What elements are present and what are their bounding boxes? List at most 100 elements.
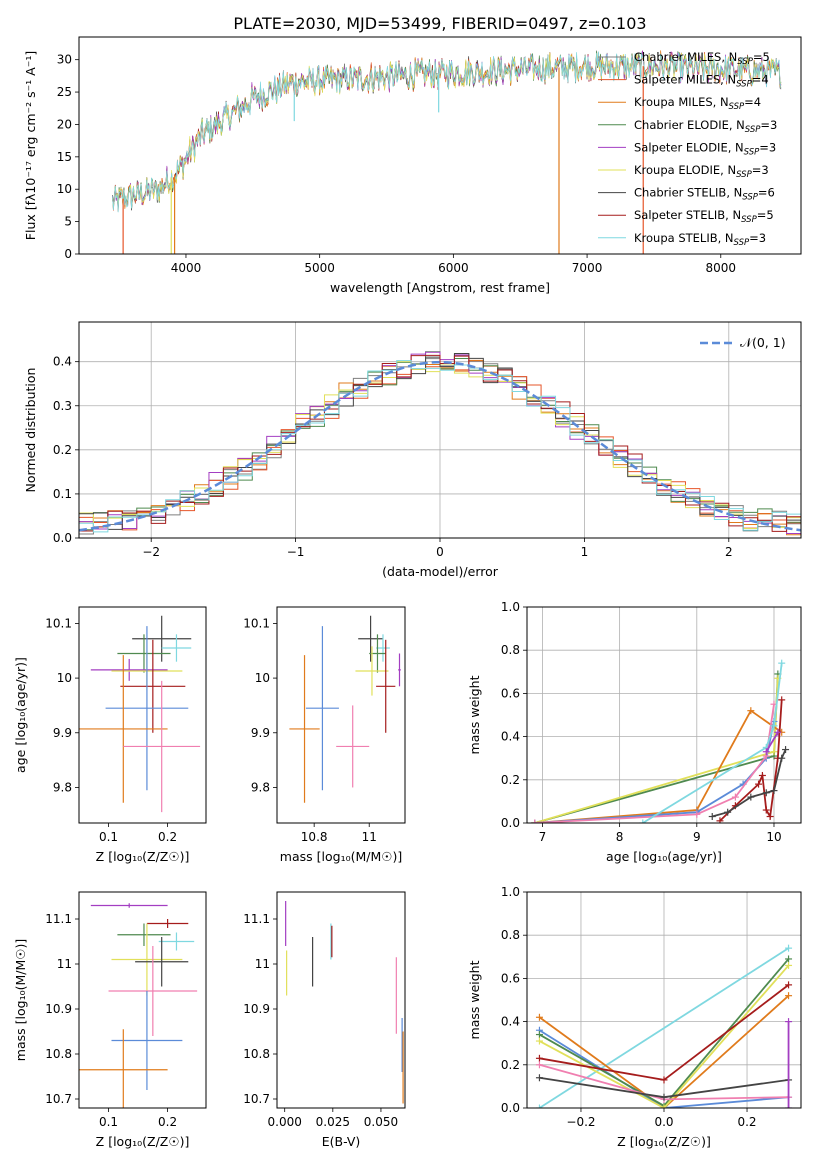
y-axis-label: mass weight <box>467 960 482 1039</box>
legend-entry: Salpeter STELIB, NSSP=5 <box>634 208 774 225</box>
y-axis-label: mass [log₁₀(M/M☉)] <box>13 939 28 1061</box>
legend-entry: Salpeter ELODIE, NSSP=3 <box>634 140 776 157</box>
x-tick-label: 0.000 <box>268 1115 302 1129</box>
panel-residuals: −2 −1 0 1 2 0.0 0.1 0.2 0.3 0.4 (data-model)/error… <box>23 321 802 579</box>
y-axis-label: Flux [fλ10⁻¹⁷ erg cm⁻² s⁻¹ A⁻¹] <box>23 51 38 240</box>
x-axis-label: (data-model)/error <box>382 564 499 579</box>
x-tick-label: −1 <box>287 545 305 559</box>
x-tick-label: 8 <box>616 830 624 844</box>
y-tick-label: 10.9 <box>45 1002 72 1016</box>
weight-line-4 <box>539 964 790 1108</box>
axes-frame <box>78 321 802 539</box>
y-tick-label: 10.8 <box>45 1047 72 1061</box>
legend-entry: Kroupa ELODIE, NSSP=3 <box>634 163 769 180</box>
y-tick-label: 25 <box>57 85 72 99</box>
y-tick-label: 0.8 <box>501 643 520 657</box>
legend-entry: 𝒩(0, 1) <box>740 335 786 350</box>
x-tick-label: 6000 <box>438 261 469 275</box>
axes-frame <box>78 606 207 824</box>
x-axis-label: wavelength [Angstrom, rest frame] <box>330 280 550 295</box>
x-tick-label: −2 <box>142 545 160 559</box>
axes-frame <box>276 606 406 824</box>
histogram-8 <box>79 360 801 538</box>
y-tick-label: 0.3 <box>53 399 72 413</box>
y-tick-label: 5 <box>64 215 72 229</box>
y-tick-label: 10.9 <box>243 1002 270 1016</box>
x-tick-label: 10.8 <box>301 830 328 844</box>
x-tick-label: 0.2 <box>158 1115 177 1129</box>
y-tick-label: 9.8 <box>251 780 270 794</box>
x-tick-label: 0.2 <box>737 1115 756 1129</box>
spectrum-legend: Chabrier MILES, NSSP=5 Salpeter MILES, NS… <box>598 50 777 248</box>
x-tick-label: 0 <box>436 545 444 559</box>
x-tick-label: 0.1 <box>99 830 118 844</box>
panel-weight_vs_Z: −0.2 0.0 0.2 0.0 0.2 0.4 0.6 0.8 1.0 Z [log₁₀(Z/Z… <box>467 885 802 1149</box>
plot-area <box>289 615 401 803</box>
y-tick-label: 15 <box>57 150 72 164</box>
x-tick-label: 0.1 <box>99 1115 118 1129</box>
x-tick-label: 8000 <box>706 261 737 275</box>
y-tick-label: 10.1 <box>45 616 72 630</box>
y-tick-label: 0.2 <box>53 443 72 457</box>
x-tick-label: 0.0 <box>654 1115 673 1129</box>
y-tick-label: 10.7 <box>243 1092 270 1106</box>
x-tick-label: 4000 <box>171 261 202 275</box>
y-tick-label: 0.2 <box>501 1058 520 1072</box>
axes-frame <box>78 891 207 1109</box>
plot-area <box>535 944 793 1108</box>
panels: 4000 5000 6000 7000 8000051015202530waveleng… <box>13 36 802 1149</box>
panel-age_vs_mass: 10.8 11 9.8 9.9 10 10.1 mass [log₁₀(M/M☉)] <box>243 606 406 864</box>
y-tick-label: 0.2 <box>501 773 520 787</box>
y-tick-label: 0.8 <box>501 928 520 942</box>
y-tick-label: 11 <box>255 957 270 971</box>
y-tick-label: 9.9 <box>53 726 72 740</box>
legend-entry: Kroupa MILES, NSSP=4 <box>634 95 761 112</box>
y-tick-label: 9.9 <box>251 726 270 740</box>
y-tick-label: 1.0 <box>501 885 520 899</box>
panel-mass_vs_Z: 0.1 0.2 10.7 10.8 10.9 11 11.1 Z [log₁₀(Z/Z☉)] m… <box>13 891 207 1149</box>
weight-line-2 <box>538 1029 789 1108</box>
weight-line-2 <box>534 709 783 823</box>
x-axis-label: age [log₁₀(age/yr)] <box>606 849 722 864</box>
y-tick-label: 0 <box>64 247 72 261</box>
plot-area <box>79 903 198 1108</box>
legend-entry: Kroupa STELIB, NSSP=3 <box>634 231 766 248</box>
y-tick-label: 30 <box>57 53 72 67</box>
y-tick-label: 11 <box>57 957 72 971</box>
y-axis-label: mass weight <box>467 675 482 754</box>
x-tick-label: 1 <box>581 545 589 559</box>
x-axis-label: E(B-V) <box>322 1134 361 1149</box>
plot-area <box>531 659 790 823</box>
y-tick-label: 10 <box>57 671 72 685</box>
plot-area <box>79 615 201 813</box>
y-tick-label: 0.0 <box>53 531 72 545</box>
x-tick-label: 0.050 <box>364 1115 398 1129</box>
y-tick-label: 11.1 <box>45 912 72 926</box>
normal-curve <box>79 360 801 532</box>
histogram-7 <box>79 354 801 538</box>
x-tick-label: 0.025 <box>316 1115 350 1129</box>
plot-area <box>285 901 404 1104</box>
x-tick-label: 11 <box>362 830 377 844</box>
x-tick-label: 9 <box>693 830 701 844</box>
axes-frame <box>276 891 406 1109</box>
panel-weight_vs_age: 7 8 9 10 0.0 0.2 0.4 0.6 0.8 1.0 age [log₁₀(age/yr… <box>467 600 802 864</box>
y-tick-label: 0.4 <box>501 730 520 744</box>
y-tick-label: 10 <box>255 671 270 685</box>
x-axis-label: Z [log₁₀(Z/Z☉)] <box>96 849 190 864</box>
axes-frame <box>526 891 802 1109</box>
x-tick-label: 5000 <box>304 261 335 275</box>
legend-entry: Chabrier ELODIE, NSSP=3 <box>634 118 777 135</box>
y-tick-label: 10.8 <box>243 1047 270 1061</box>
y-tick-label: 0.0 <box>501 816 520 830</box>
weight-line-8 <box>765 731 779 753</box>
y-tick-label: 0.0 <box>501 1101 520 1115</box>
y-tick-label: 10 <box>57 182 72 196</box>
panel-age_vs_Z: 0.1 0.2 9.8 9.9 10 10.1 Z [log₁₀(Z/Z☉)] age [lo… <box>13 606 207 864</box>
y-axis-label: Normed distribution <box>23 368 38 493</box>
x-axis-label: Z [log₁₀(Z/Z☉)] <box>96 1134 190 1149</box>
axes-frame <box>526 606 802 824</box>
x-tick-label: 7000 <box>572 261 603 275</box>
legend-entry: Chabrier STELIB, NSSP=6 <box>634 186 775 203</box>
y-tick-label: 0.1 <box>53 487 72 501</box>
